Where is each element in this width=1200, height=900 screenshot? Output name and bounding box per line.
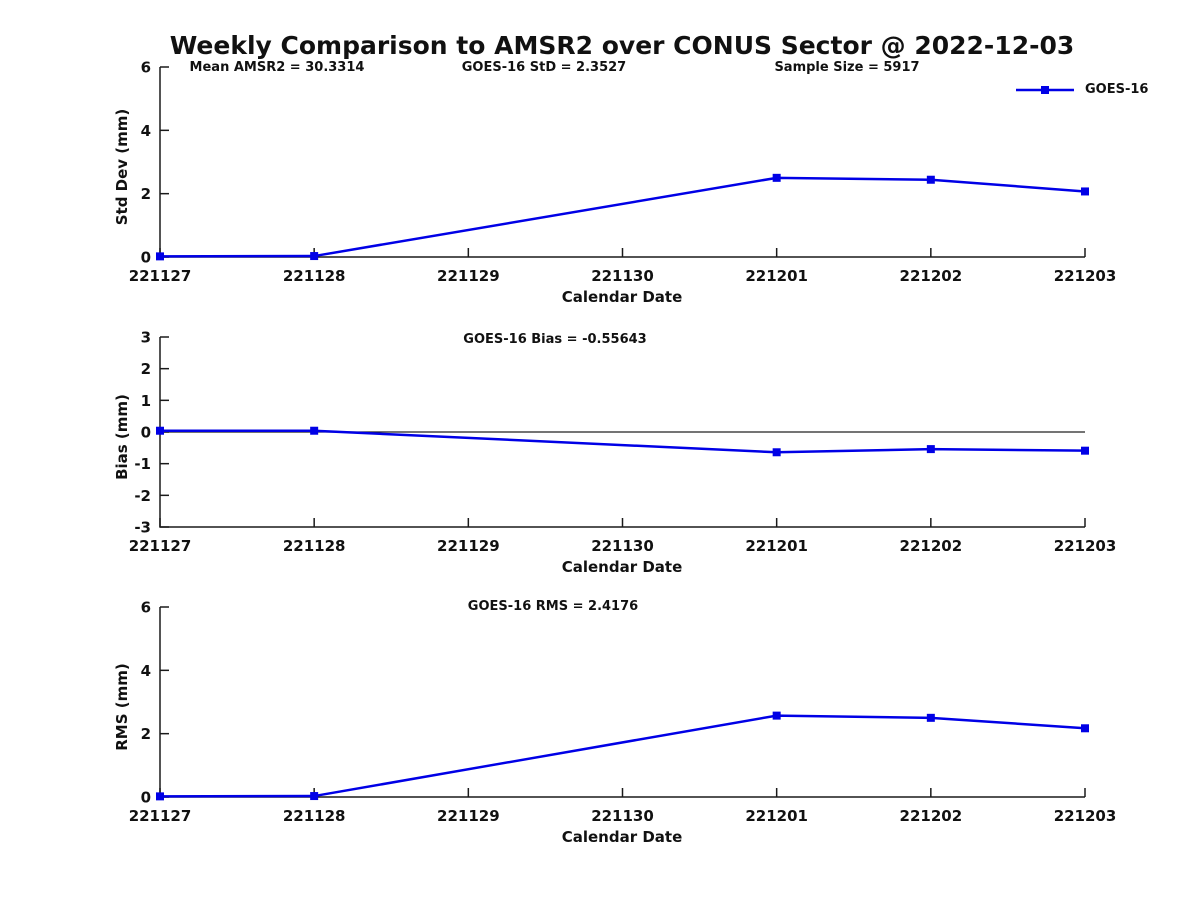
x-axis-title: Calendar Date bbox=[562, 828, 683, 846]
subplot-std-dev: 0 2 4 6 221127 221128 221129 221130 221201 221202… bbox=[113, 59, 1116, 307]
rms-subplot-title: GOES-16 RMS = 2.4176 bbox=[467, 599, 639, 614]
y-tick-label: 0 bbox=[141, 789, 151, 807]
series-line bbox=[159, 714, 1086, 798]
y-tick-label: -2 bbox=[134, 487, 151, 505]
legend-line-marker-icon bbox=[1016, 85, 1074, 94]
x-tick-label: 221127 bbox=[129, 537, 192, 555]
x-tick-label: 221202 bbox=[900, 807, 963, 825]
y-tick-label: 0 bbox=[141, 424, 151, 442]
annotation-mean-amsr2: Mean AMSR2 = 30.3314 bbox=[189, 60, 365, 75]
annotation-sample-size: Sample Size = 5917 bbox=[774, 60, 920, 75]
data-point-marker bbox=[772, 173, 781, 182]
x-tick-label: 221130 bbox=[591, 267, 654, 285]
y-tick-label: 3 bbox=[141, 329, 151, 347]
y-tick-label: 1 bbox=[141, 392, 151, 410]
x-tick-label: 221128 bbox=[283, 537, 346, 555]
data-point-marker bbox=[1081, 724, 1089, 733]
bias-subplot-title: GOES-16 Bias = -0.55643 bbox=[463, 332, 647, 347]
x-tick-label: 221201 bbox=[745, 537, 808, 555]
x-tick-label: 221128 bbox=[283, 807, 346, 825]
data-point-marker bbox=[156, 426, 164, 435]
x-tick-label: 221130 bbox=[591, 537, 654, 555]
x-tick-label: 221203 bbox=[1054, 537, 1117, 555]
y-tick-label: 0 bbox=[141, 249, 151, 267]
x-axis-title: Calendar Date bbox=[562, 558, 683, 576]
data-point-marker bbox=[772, 448, 781, 457]
data-point-marker bbox=[310, 792, 319, 801]
axis-lines bbox=[159, 607, 1085, 798]
data-point-marker bbox=[926, 713, 935, 722]
data-point-marker bbox=[310, 426, 319, 435]
y-tick-label: 6 bbox=[141, 599, 151, 617]
x-tick-label: 221203 bbox=[1054, 807, 1117, 825]
x-tick-label: 221129 bbox=[437, 807, 500, 825]
data-point-marker bbox=[1081, 446, 1089, 455]
x-tick-label: 221127 bbox=[129, 807, 192, 825]
y-tick-label: 4 bbox=[141, 122, 151, 140]
x-tick-label: 221129 bbox=[437, 537, 500, 555]
data-point-marker bbox=[156, 252, 164, 261]
y-tick-label: 4 bbox=[141, 662, 151, 680]
data-point-marker bbox=[772, 711, 781, 720]
figure-title: Weekly Comparison to AMSR2 over CONUS Se… bbox=[169, 31, 1075, 60]
x-tick-label: 221203 bbox=[1054, 267, 1117, 285]
x-tick-label: 221127 bbox=[129, 267, 192, 285]
y-tick-label: 2 bbox=[141, 185, 151, 203]
x-tick-label: 221201 bbox=[745, 267, 808, 285]
legend-marker bbox=[1041, 85, 1049, 94]
x-tick-label: 221128 bbox=[283, 267, 346, 285]
x-tick-label: 221202 bbox=[900, 537, 963, 555]
subplot-rms: 0 2 4 6 221127 221128 221129 221130 221201 221202… bbox=[113, 599, 1116, 847]
legend-label: GOES-16 bbox=[1085, 82, 1149, 97]
axis-lines bbox=[159, 67, 1085, 258]
y-axis-title: RMS (mm) bbox=[113, 663, 131, 750]
y-tick-label: 6 bbox=[141, 59, 151, 77]
x-tick-label: 221130 bbox=[591, 807, 654, 825]
annotation-goes16-std: GOES-16 StD = 2.3527 bbox=[461, 60, 627, 75]
y-tick-label: 2 bbox=[141, 360, 151, 378]
y-axis-title: Bias (mm) bbox=[113, 394, 131, 480]
legend: GOES-16 bbox=[1016, 82, 1148, 97]
y-tick-label: -1 bbox=[134, 455, 151, 473]
x-tick-label: 221202 bbox=[900, 267, 963, 285]
data-point-marker bbox=[156, 792, 164, 801]
series-line bbox=[159, 176, 1086, 258]
y-tick-label: 2 bbox=[141, 725, 151, 743]
y-axis-title: Std Dev (mm) bbox=[113, 109, 131, 226]
y-tick-label: -3 bbox=[134, 519, 151, 537]
data-point-marker bbox=[926, 445, 935, 454]
data-point-marker bbox=[1081, 187, 1089, 196]
data-point-marker bbox=[926, 175, 935, 184]
data-point-marker bbox=[310, 252, 319, 261]
x-axis-title: Calendar Date bbox=[562, 288, 683, 306]
x-tick-label: 221129 bbox=[437, 267, 500, 285]
series-line bbox=[160, 429, 1086, 454]
x-tick-label: 221201 bbox=[745, 807, 808, 825]
